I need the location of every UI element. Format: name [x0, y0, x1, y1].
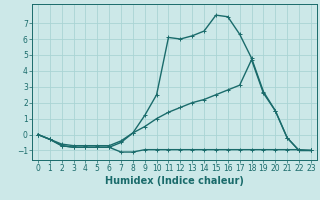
X-axis label: Humidex (Indice chaleur): Humidex (Indice chaleur)	[105, 176, 244, 186]
